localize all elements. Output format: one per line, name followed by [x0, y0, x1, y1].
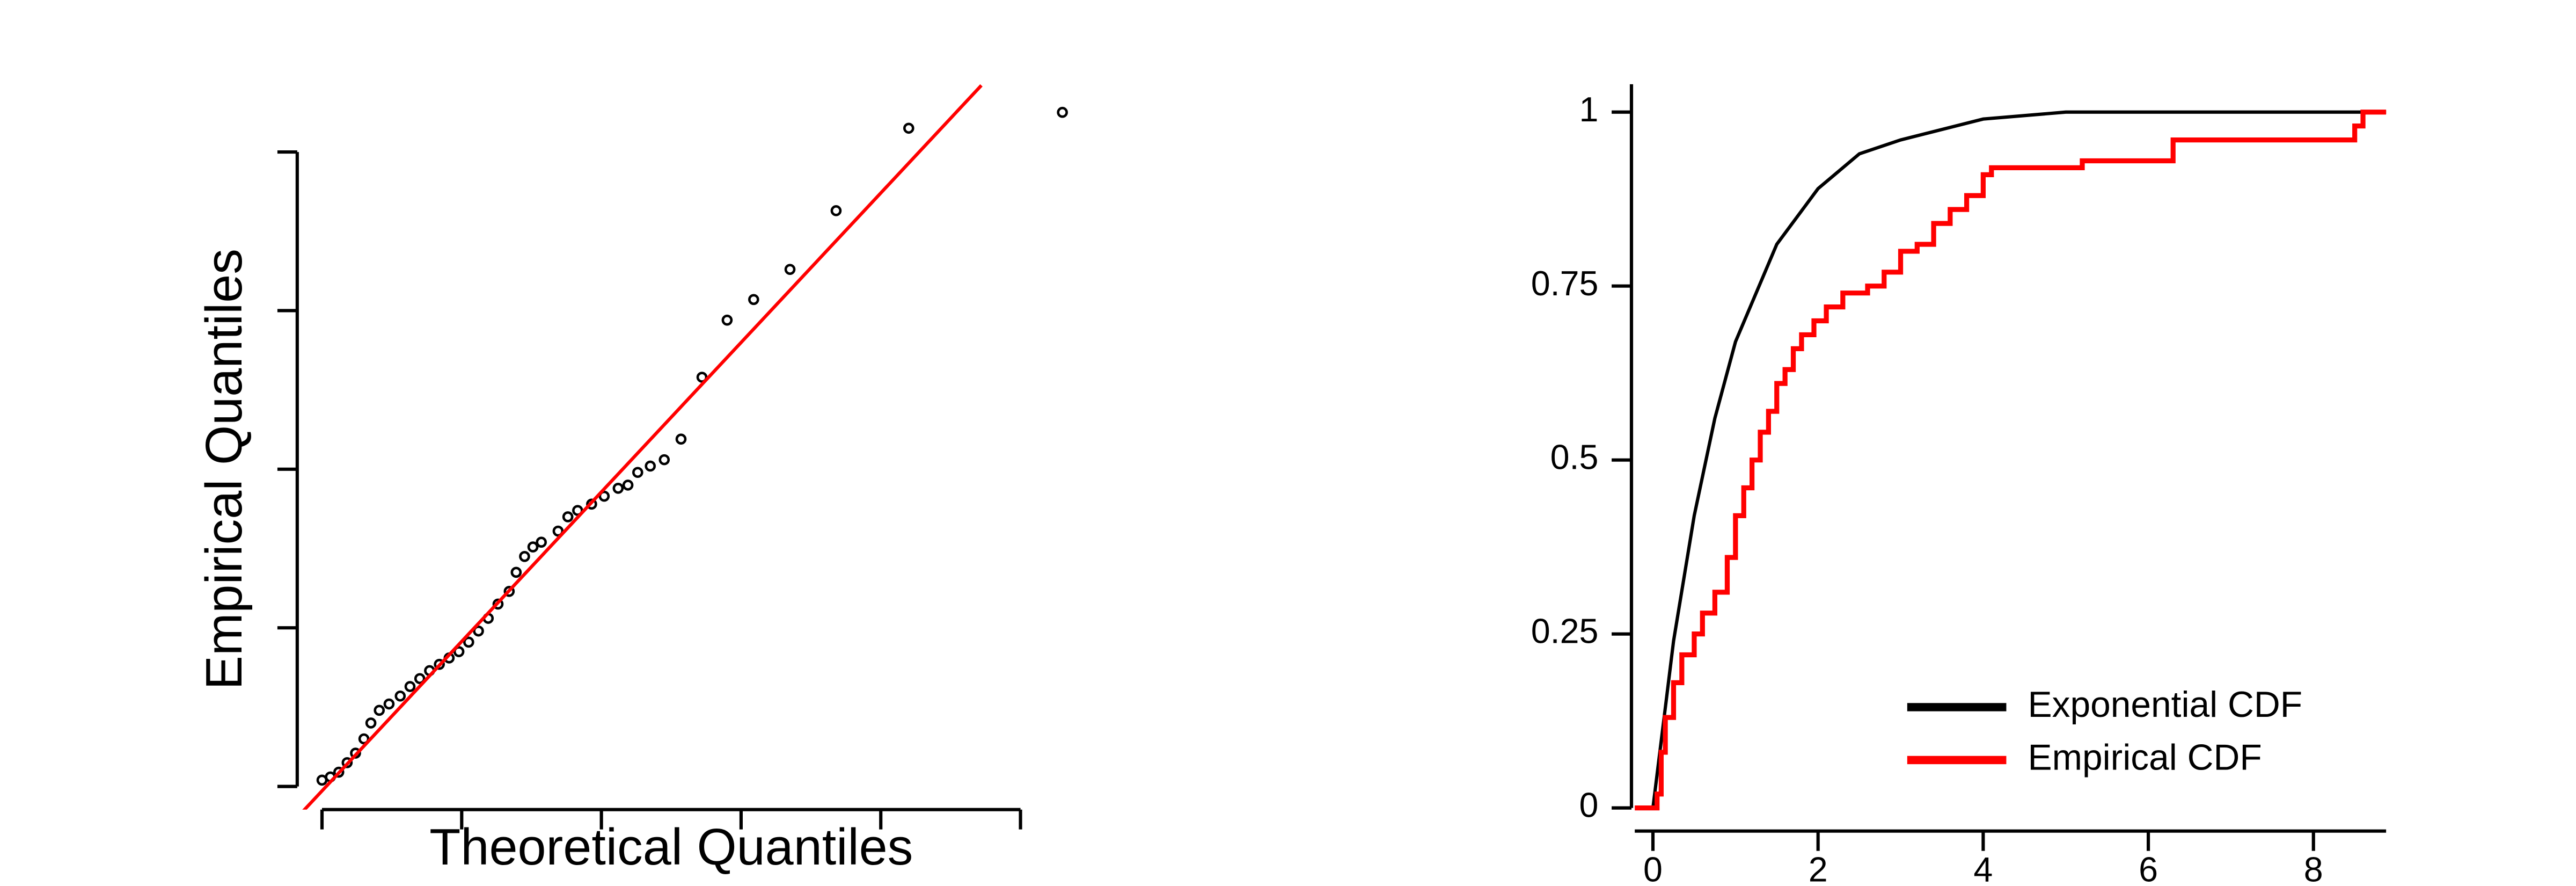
- point: [453, 646, 465, 657]
- y-tick-label: 0.25: [1531, 612, 1599, 651]
- point: [598, 490, 610, 502]
- point: [503, 585, 515, 597]
- point: [645, 460, 656, 472]
- point: [622, 480, 634, 491]
- point: [612, 482, 624, 494]
- point: [562, 511, 574, 522]
- y-tick-label: 0.75: [1531, 264, 1599, 303]
- point: [510, 567, 522, 578]
- point: [365, 717, 377, 729]
- step-line: [1635, 110, 2387, 811]
- point: [696, 372, 708, 383]
- y-tick-label: 1: [1579, 90, 1599, 129]
- y-axis-label: Empirical Quantiles: [196, 249, 253, 690]
- x-tick-label: 2: [1809, 851, 1828, 886]
- x-axis-label: Theoretical Quantiles: [429, 819, 913, 876]
- point: [333, 766, 345, 778]
- point: [463, 636, 474, 648]
- point: [434, 658, 445, 670]
- point: [830, 205, 842, 216]
- point: [473, 625, 484, 637]
- point: [658, 454, 670, 466]
- x-tick-label: 4: [1973, 851, 1993, 886]
- point: [903, 122, 914, 134]
- point: [748, 294, 759, 306]
- x-tick-label: 6: [2139, 851, 2158, 886]
- legend-label: Exponential CDF: [2028, 685, 2302, 725]
- point: [358, 733, 370, 745]
- point: [519, 550, 530, 562]
- point: [1057, 106, 1068, 118]
- point: [383, 698, 395, 710]
- y-tick-label: 0.5: [1550, 438, 1599, 477]
- x-tick-label: 8: [2304, 851, 2323, 886]
- y-tick-label: 0: [1579, 786, 1599, 825]
- point: [527, 541, 539, 553]
- legend-label: Empirical CDF: [2028, 737, 2262, 778]
- point: [632, 467, 643, 478]
- point: [721, 314, 733, 326]
- line: [302, 84, 983, 810]
- point: [492, 598, 504, 610]
- point: [374, 705, 385, 716]
- point: [341, 757, 353, 768]
- x-tick-label: 0: [1643, 851, 1663, 886]
- point: [784, 264, 796, 275]
- line: [1651, 110, 2387, 808]
- point: [394, 690, 406, 702]
- point: [536, 536, 547, 548]
- point: [404, 681, 416, 692]
- point: [552, 525, 564, 537]
- point: [675, 433, 687, 445]
- point: [414, 673, 426, 685]
- point: [586, 498, 597, 510]
